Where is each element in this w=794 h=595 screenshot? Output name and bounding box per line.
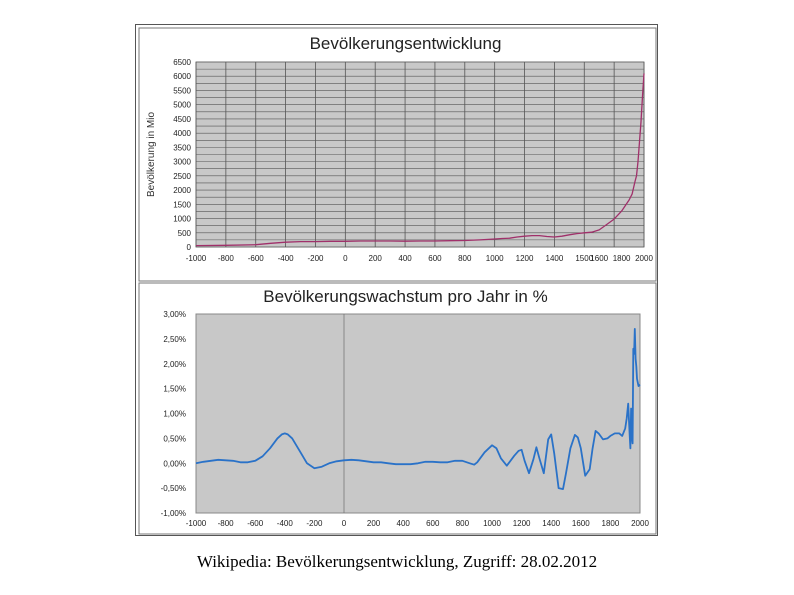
y-tick-label: 3500 [173,143,191,152]
y-tick-label: 0 [187,243,192,252]
y-tick-label: 1,50% [163,385,186,394]
y-tick-label: 2500 [173,172,191,181]
x-tick-label: 1200 [513,519,531,528]
y-tick-label: 3,00% [163,310,186,319]
charts-svg: Bevölkerungsentwicklung -1000 -800 -600 -400… [138,27,657,535]
chart-title-0: Bevölkerungsentwicklung [310,34,502,53]
y-tick-label: 6500 [173,58,191,67]
caption: Wikipedia: Bevölkerungsentwicklung, Zugr… [196,552,598,571]
y-tick-label: 2,50% [163,335,186,344]
x-tick-label: -1000 [186,254,207,263]
x-tick-label: -200 [307,254,324,263]
x-tick-label: 1600 [572,519,590,528]
x-tick-label: 1200 [516,254,534,263]
y-tick-label: -1,00% [161,509,186,518]
x-tick-label: -800 [218,254,235,263]
y-tick-label: 2,00% [163,360,186,369]
y-tick-label: 0,00% [163,459,186,468]
chart-title-1: Bevölkerungswachstum pro Jahr in % [263,287,547,306]
x-tick-label: 2000 [631,519,649,528]
x-tick-label: 1400 [546,254,564,263]
plot-area-1 [195,313,641,514]
x-tick-label: 200 [367,519,381,528]
x-tick-label: -200 [306,519,323,528]
x-tick-label: 1000 [486,254,504,263]
x-tick-label: 1400 [542,519,560,528]
series-line-0-0 [195,73,645,247]
x-tick-label: 2000 [635,254,653,263]
y-tick-label: 1500 [173,200,191,209]
x-tick-label: 400 [398,254,412,263]
y-tick-label: -0,50% [161,484,186,493]
x-tick-label: 800 [458,254,472,263]
x-tick-label: 1500 [575,254,593,263]
x-tick-label: 200 [369,254,383,263]
y-tick-label: 2000 [173,186,191,195]
x-tick-label: 0 [343,254,348,263]
x-tick-label: 0 [342,519,347,528]
x-tick-label: 600 [426,519,440,528]
y-axis-label: Bevölkerung in Mio [146,112,157,197]
x-tick-label: 400 [397,519,411,528]
series-line-1-0 [195,327,641,491]
y-tick-label: 4000 [173,129,191,138]
y-tick-label: 4500 [173,115,191,124]
x-tick-label: 1600 [590,254,608,263]
x-tick-label: -800 [218,519,235,528]
x-tick-label: -1000 [186,519,207,528]
x-tick-label: -600 [248,254,265,263]
y-tick-label: 0,50% [163,434,186,443]
x-tick-label: 1800 [613,254,631,263]
y-tick-label: 500 [178,229,192,238]
y-tick-label: 3000 [173,158,191,167]
x-tick-label: -600 [247,519,264,528]
x-tick-label: 1800 [602,519,620,528]
y-tick-label: 1,00% [163,410,186,419]
x-tick-label: 800 [456,519,470,528]
y-tick-label: 1000 [173,215,191,224]
y-tick-label: 6000 [173,72,191,81]
x-tick-label: -400 [278,254,295,263]
y-tick-label: 5000 [173,101,191,110]
x-tick-label: 600 [428,254,442,263]
figure-frame: Bevölkerungsentwicklung -1000 -800 -600 -400… [135,24,658,536]
x-tick-label: -400 [277,519,294,528]
x-tick-label: 1000 [483,519,501,528]
y-tick-label: 5500 [173,86,191,95]
